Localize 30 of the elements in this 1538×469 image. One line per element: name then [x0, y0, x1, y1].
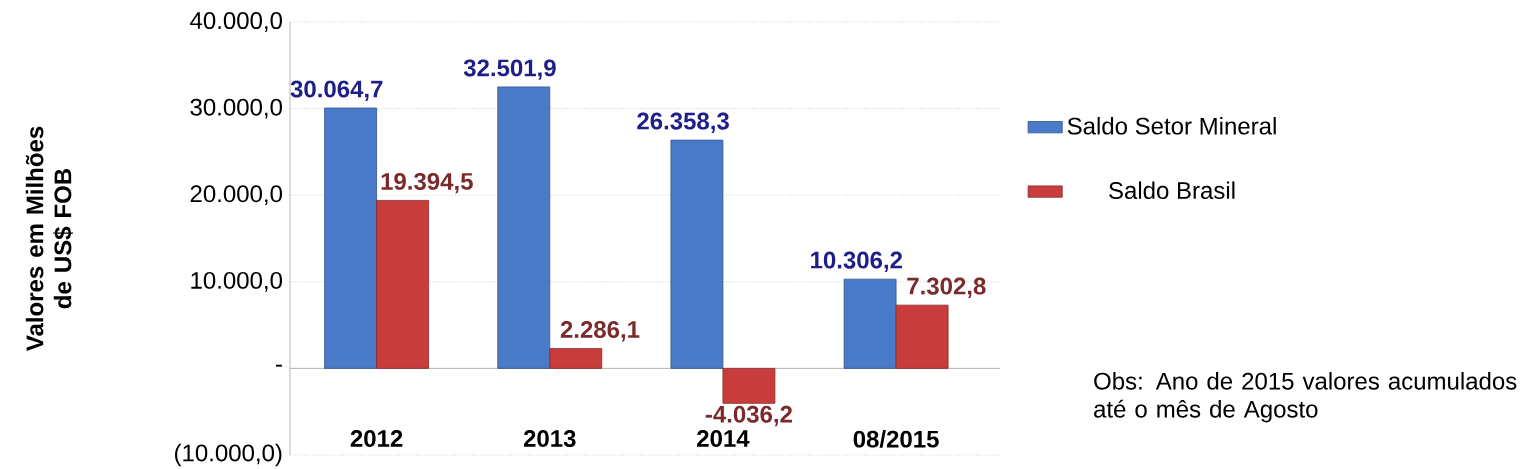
- legend-label: Saldo Brasil: [1109, 181, 1235, 199]
- bar: [670, 139, 724, 369]
- x-tick-label: 2014: [697, 429, 750, 447]
- bar: [722, 367, 776, 404]
- data-label: -4.036,2: [705, 405, 792, 427]
- data-label: 30.064,7: [290, 80, 383, 101]
- x-tick-label: 08/2015: [853, 430, 939, 448]
- bar: [324, 107, 377, 369]
- legend-label: Saldo Setor Mineral: [1067, 117, 1276, 135]
- bar: [497, 86, 551, 369]
- y-tick-label: 10.000,0: [191, 271, 282, 292]
- data-label: 2.286,1: [560, 321, 640, 342]
- bar: [376, 200, 429, 369]
- bar: [549, 348, 603, 369]
- bar: [843, 278, 897, 369]
- y-tick-label: 40.000,0: [190, 12, 282, 32]
- x-tick-label: 2012: [350, 429, 403, 447]
- bar: [895, 304, 949, 369]
- x-tick-label: 2013: [523, 429, 576, 448]
- text: Obs: Ano de 2015 valores acumulados até o mês de Agosto: [1094, 372, 1517, 423]
- y-tick-label: 30.000,0: [190, 98, 282, 119]
- data-label: 19.394,5: [381, 172, 473, 194]
- data-label: 32.501,9: [463, 59, 556, 80]
- data-label: 26.358,3: [637, 112, 729, 134]
- data-label: 10.306,2: [811, 251, 903, 273]
- y-tick-label: (10.000,0): [175, 443, 282, 467]
- data-label: 7.302,8: [907, 277, 986, 299]
- y-axis-title: Valores em Milhões de US$ FOB: [25, 126, 73, 352]
- y-tick-label: 20.000,0: [190, 185, 282, 206]
- y-tick-label: -: [276, 364, 282, 367]
